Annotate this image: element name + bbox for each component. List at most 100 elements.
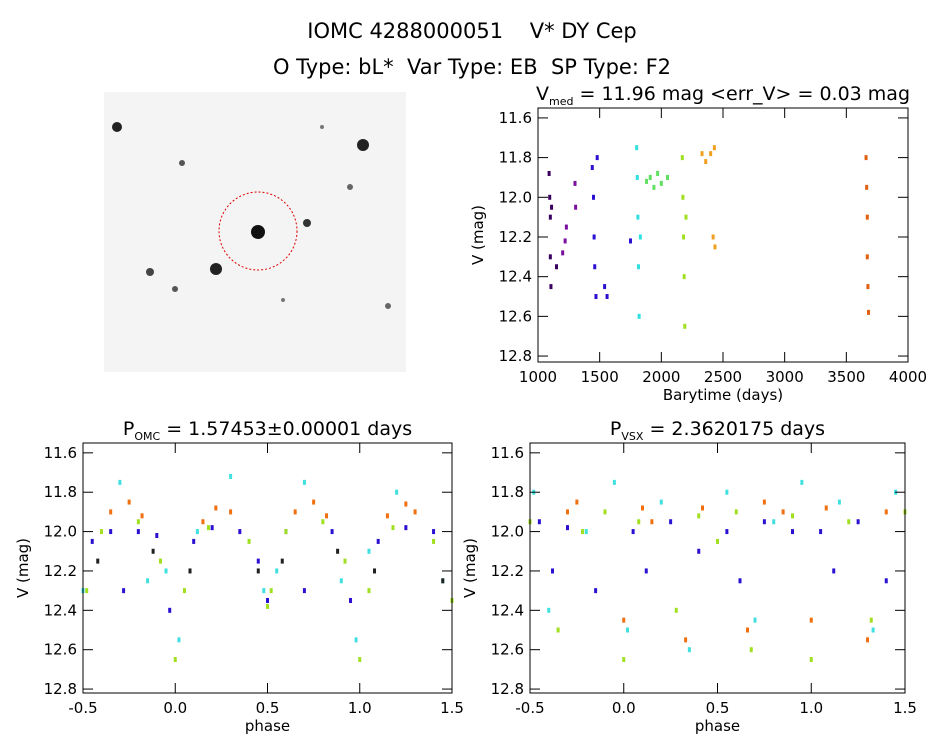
y-tick-label: 11.8 (491, 483, 524, 501)
data-point (395, 489, 399, 495)
data-point (704, 159, 708, 165)
data-point (869, 617, 873, 623)
data-point (809, 617, 813, 623)
data-point (709, 151, 713, 157)
y-tick-label: 12.2 (491, 562, 524, 580)
data-point (561, 250, 565, 256)
x-axis-label: Barytime (days) (663, 386, 783, 404)
data-point (550, 204, 554, 210)
data-point (177, 637, 181, 643)
data-point (641, 505, 644, 511)
data-point (302, 588, 306, 594)
data-point (749, 647, 753, 653)
y-tick-label: 11.6 (44, 444, 77, 462)
y-tick-label: 12.6 (499, 307, 532, 325)
data-point (635, 174, 639, 180)
data-point (637, 313, 641, 319)
data-point (864, 155, 868, 161)
data-point (590, 165, 594, 171)
data-point (701, 505, 704, 511)
data-point (256, 568, 260, 574)
x-tick-label: 1.0 (348, 699, 372, 717)
y-tick-label: 11.6 (499, 109, 532, 127)
sky-image (104, 92, 406, 372)
data-point (666, 174, 669, 180)
star (385, 303, 391, 309)
data-point (884, 578, 888, 584)
data-point (637, 264, 641, 270)
data-point (173, 657, 177, 663)
data-point (700, 151, 704, 157)
data-point (711, 234, 715, 240)
data-point (762, 499, 766, 505)
x-tick-label: 0.0 (163, 699, 187, 717)
data-point (293, 509, 297, 515)
data-point (575, 499, 579, 505)
data-point (192, 538, 196, 544)
plot-title: PVSX = 2.3620175 days (610, 418, 825, 443)
data-point (593, 264, 597, 270)
data-point (266, 597, 269, 603)
title-part: = 2.3620175 days (643, 418, 825, 440)
data-point (391, 525, 395, 531)
data-point (644, 568, 648, 574)
data-point (247, 538, 251, 544)
y-tick-label: 12.6 (44, 641, 77, 659)
star (172, 286, 178, 292)
data-point (635, 145, 639, 151)
data-point (556, 627, 560, 633)
data-point (746, 627, 749, 633)
x-tick-label: 0.5 (256, 699, 280, 717)
data-point (555, 264, 558, 270)
title-part: med (549, 95, 573, 108)
data-point (262, 588, 266, 594)
data-point (594, 294, 598, 300)
data-point (404, 501, 408, 507)
data-point (738, 578, 742, 584)
data-point (548, 214, 552, 220)
data-point (302, 479, 306, 485)
data-point (682, 274, 686, 280)
data-point (312, 499, 316, 505)
star (146, 268, 154, 276)
x-tick-label: 1000 (519, 368, 557, 386)
data-point (681, 194, 685, 200)
x-axis-label: phase (695, 717, 740, 735)
data-point (537, 519, 541, 525)
data-point (592, 234, 596, 240)
plot-title: Vmed = 11.96 mag <err_V> = 0.03 mag (536, 83, 910, 108)
y-tick-label: 12.0 (491, 523, 524, 541)
y-tick-label: 12.0 (499, 188, 532, 206)
data-point (549, 284, 553, 290)
data-point (592, 194, 595, 200)
data-point (284, 529, 288, 535)
x-tick-label: 2500 (704, 368, 742, 386)
data-point (832, 568, 836, 574)
data-point (574, 204, 578, 210)
data-point (210, 525, 214, 531)
x-tick-label: -0.5 (515, 699, 544, 717)
data-point (659, 499, 663, 505)
y-tick-label: 12.4 (491, 601, 524, 619)
star (320, 125, 324, 129)
x-tick-label: 4000 (889, 368, 927, 386)
data-point (140, 513, 144, 519)
data-point (865, 254, 869, 260)
y-tick-label: 12.8 (491, 680, 524, 698)
data-point (182, 588, 186, 594)
data-point (325, 513, 329, 519)
y-tick-label: 11.8 (44, 483, 77, 501)
data-point (136, 529, 140, 535)
title-part: V (536, 83, 549, 105)
data-point (158, 558, 162, 564)
data-point (622, 657, 626, 663)
data-point (866, 284, 870, 290)
data-point (269, 588, 273, 594)
data-point (847, 519, 851, 525)
data-point (669, 519, 673, 525)
data-point (626, 627, 629, 633)
data-point (367, 588, 371, 594)
data-point (725, 529, 729, 535)
y-axis-label: V (mag) (14, 538, 32, 598)
